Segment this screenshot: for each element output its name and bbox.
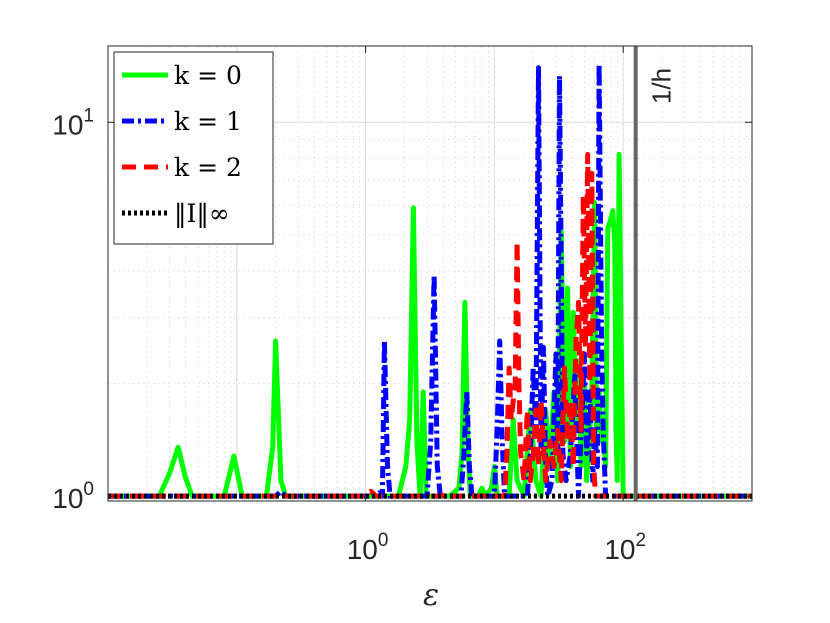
legend[interactable]: k = 0 k = 1 k = 2 ‖I‖∞ (113, 51, 274, 245)
x-axis-label: ε (423, 578, 439, 613)
legend-label-1: k = 1 (174, 107, 242, 136)
x-tick-label: 100 (347, 530, 389, 565)
legend-label-0: k = 0 (174, 61, 242, 90)
series-line-2 (108, 152, 752, 499)
y-tick-label: 100 (52, 479, 94, 514)
tick-labels: 100 102 100 101 (52, 105, 646, 565)
one-over-h-label: 1/h (647, 68, 677, 104)
plot-frame (107, 45, 753, 502)
x-tick-label: 102 (604, 530, 646, 565)
legend-label-2: k = 2 (174, 153, 242, 182)
annotation-layer: 1/h (633, 46, 677, 501)
y-tick-label: 101 (52, 105, 94, 140)
legend-label-3: ‖I‖∞ (174, 199, 230, 229)
series-layer (108, 61, 752, 499)
